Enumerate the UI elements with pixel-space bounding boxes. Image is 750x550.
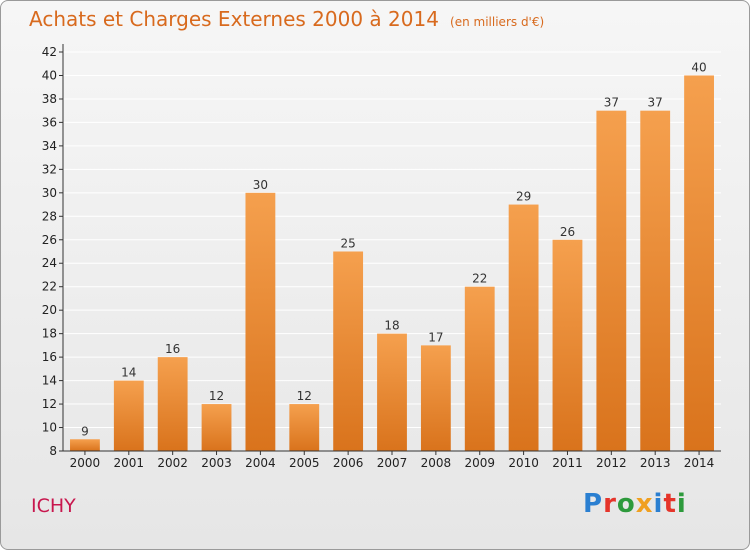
x-tick-label: 2013 (640, 456, 671, 470)
bar (113, 380, 144, 451)
y-tick-label: 24 (42, 256, 57, 270)
bar (596, 110, 627, 452)
bar-value-label: 37 (648, 96, 663, 110)
bar (508, 204, 539, 451)
bar-value-label: 22 (472, 272, 487, 286)
y-tick-label: 12 (42, 397, 57, 411)
y-tick-label: 30 (42, 186, 57, 200)
logo-letter: P (583, 489, 604, 519)
x-tick-label: 2006 (333, 456, 364, 470)
bar (201, 404, 232, 451)
bar (420, 345, 451, 451)
bar-value-label: 29 (516, 190, 531, 204)
y-tick-label: 18 (42, 327, 57, 341)
bars: 9 14 16 12 30 12 25 18 17 22 29 26 37 37 40 (70, 60, 714, 452)
x-tick-label: 2005 (289, 456, 320, 470)
logo-letter: o (616, 489, 636, 519)
bar (70, 439, 100, 451)
y-tick-label: 42 (42, 45, 57, 59)
bar (464, 286, 495, 451)
bar-value-label: 18 (384, 319, 399, 333)
y-tick-label: 34 (42, 139, 57, 153)
bar-value-label: 37 (604, 96, 619, 110)
bar (684, 75, 714, 452)
bar (245, 192, 276, 451)
x-tick-label: 2010 (508, 456, 539, 470)
logo-letter: i (653, 489, 664, 519)
chart-title-main: Achats et Charges Externes 2000 à 2014 (29, 7, 439, 31)
y-tick-label: 20 (42, 303, 57, 317)
y-tick-label: 38 (42, 92, 57, 106)
bar-value-label: 14 (121, 366, 136, 380)
bar (333, 251, 364, 451)
bar-value-label: 12 (209, 389, 224, 403)
x-tick-label: 2001 (114, 456, 145, 470)
logo-letter: t (663, 489, 677, 519)
bar (640, 110, 671, 452)
bar-value-label: 16 (165, 342, 180, 356)
bar-value-label: 12 (297, 389, 312, 403)
logo-letter: r (603, 489, 617, 519)
bar-value-label: 17 (428, 330, 443, 344)
bar-value-label: 26 (560, 225, 575, 239)
y-tick-label: 40 (42, 68, 57, 82)
bar (552, 239, 583, 451)
x-tick-label: 2012 (596, 456, 627, 470)
y-tick-label: 26 (42, 233, 57, 247)
bar (289, 404, 320, 451)
y-tick-label: 16 (42, 350, 57, 364)
bar-value-label: 9 (81, 424, 89, 438)
x-tick-label: 2002 (157, 456, 188, 470)
x-tick-label: 2000 (70, 456, 101, 470)
x-tick-label: 2011 (552, 456, 583, 470)
chart-title-unit: (en milliers d'€) (450, 15, 545, 29)
y-tick-label: 10 (42, 421, 57, 435)
commune-name: ICHY (31, 495, 76, 517)
y-tick-label: 36 (42, 115, 57, 129)
bar-value-label: 30 (253, 178, 268, 192)
x-tick-label: 2014 (684, 456, 715, 470)
proxiti-logo: Proxiti (583, 489, 687, 519)
x-tick-label: 2008 (421, 456, 452, 470)
bar (377, 333, 407, 451)
bar-value-label: 40 (691, 60, 706, 74)
logo-letter: i (676, 489, 687, 519)
chart-title: Achats et Charges Externes 2000 à 2014 (… (29, 7, 544, 31)
y-tick-label: 14 (42, 374, 57, 388)
y-tick-label: 8 (49, 444, 57, 458)
x-tick-label: 2009 (464, 456, 495, 470)
bar-value-label: 25 (340, 237, 355, 251)
y-tick-label: 32 (42, 162, 57, 176)
x-tick-label: 2004 (245, 456, 276, 470)
bar (157, 357, 188, 451)
logo-letter: x (635, 489, 654, 519)
x-tick-label: 2007 (377, 456, 408, 470)
y-tick-label: 28 (42, 209, 57, 223)
y-tick-label: 22 (42, 280, 57, 294)
x-tick-label: 2003 (201, 456, 232, 470)
axes: 8 10 12 14 16 18 20 22 24 26 28 30 32 34 36 38 40 42 2000 2… (42, 44, 721, 470)
